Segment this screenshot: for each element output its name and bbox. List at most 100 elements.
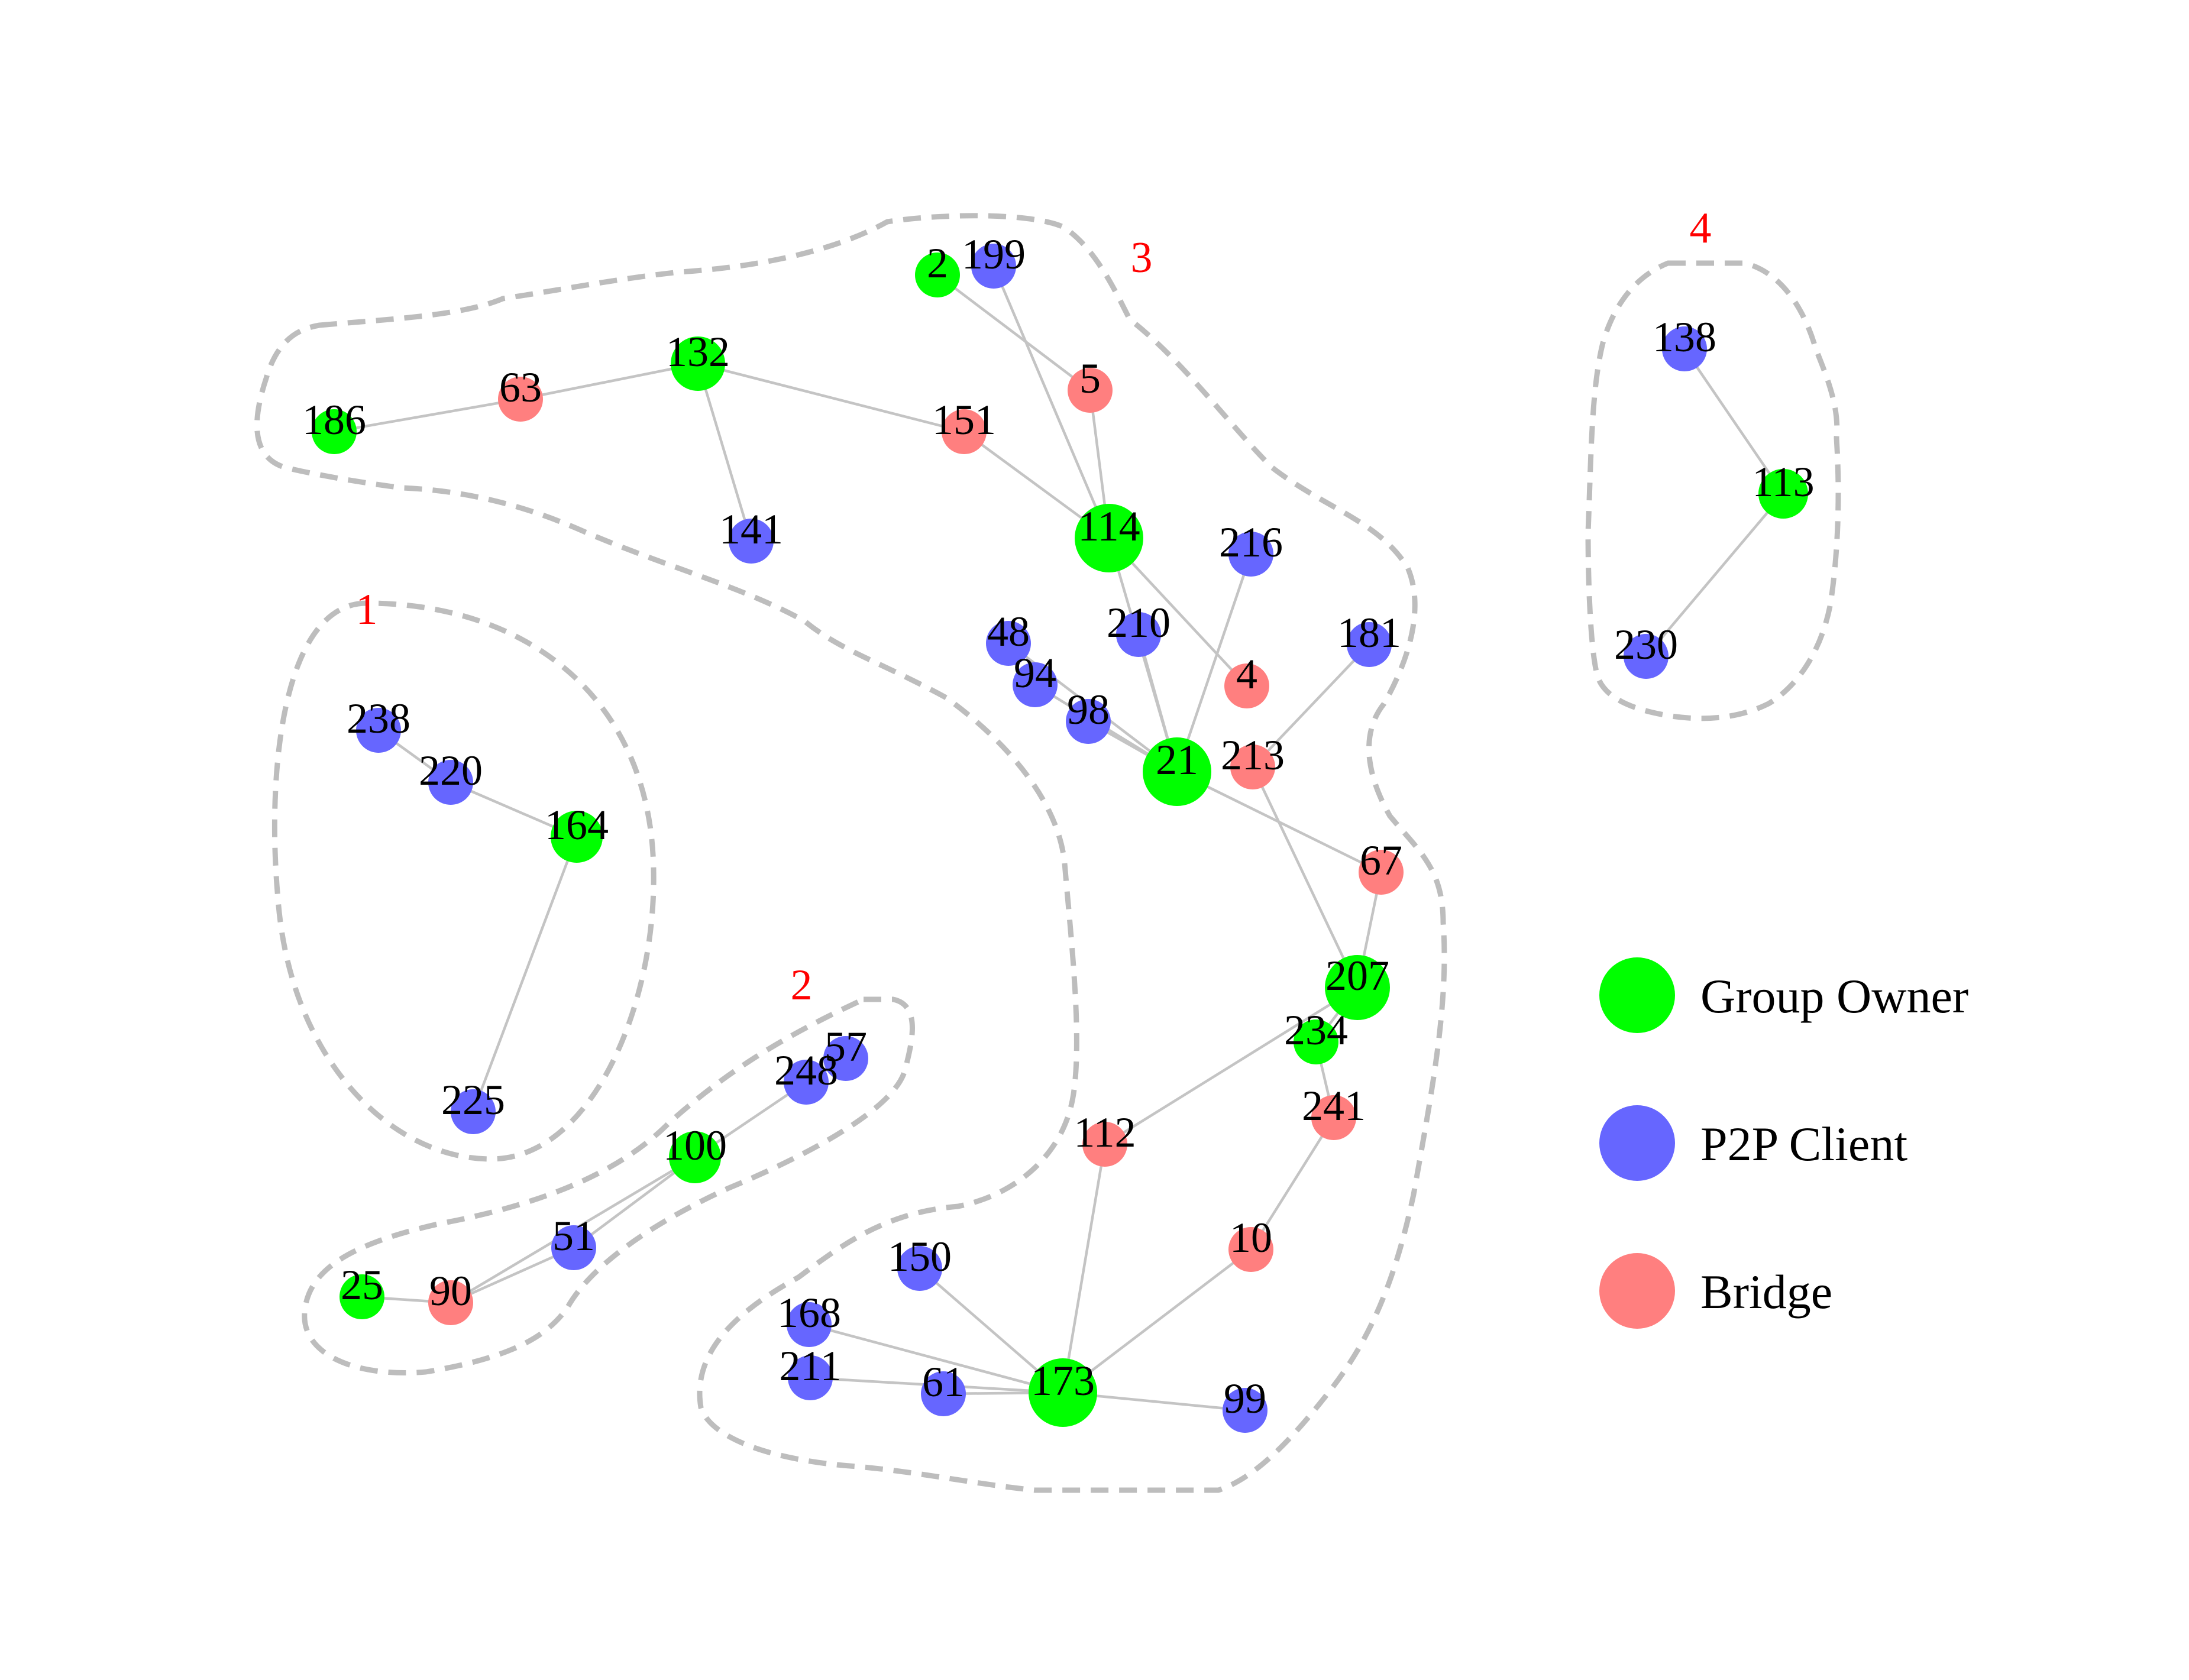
legend-swatch-bridge (1599, 1253, 1675, 1329)
node-circle-211 (788, 1355, 833, 1400)
node-label-168: 168 (777, 1289, 841, 1336)
node-label-57: 57 (824, 1023, 867, 1070)
node-circle-51 (551, 1225, 596, 1270)
node-210: 210 (1107, 599, 1171, 657)
node-circle-57 (823, 1036, 868, 1081)
edge-10-173 (1062, 1248, 1252, 1394)
node-circle-181 (1347, 622, 1392, 667)
node-circle-141 (729, 519, 774, 564)
legend-item-group-owner: Group Owner (1599, 957, 1968, 1033)
node-circle-2 (915, 253, 960, 297)
node-label-94: 94 (1014, 649, 1056, 697)
node-label-4: 4 (1236, 650, 1257, 698)
node-94: 94 (1013, 649, 1058, 707)
edge-113-230 (1645, 493, 1784, 658)
node-label-230: 230 (1614, 621, 1678, 668)
node-label-114: 114 (1078, 503, 1140, 550)
legend-label-bridge: Bridge (1700, 1265, 1832, 1319)
legend-label-group-owner: Group Owner (1700, 969, 1968, 1023)
edge-241-10 (1250, 1116, 1335, 1251)
node-label-132: 132 (666, 328, 730, 376)
node-238: 238 (347, 695, 410, 753)
node-98: 98 (1066, 686, 1111, 744)
edge-132-151 (697, 362, 965, 433)
node-label-150: 150 (888, 1233, 952, 1280)
node-230: 230 (1614, 621, 1678, 679)
node-label-164: 164 (545, 801, 609, 849)
node-241: 241 (1302, 1082, 1366, 1140)
edge-216-21 (1175, 553, 1253, 772)
node-173: 173 (1029, 1357, 1097, 1427)
node-138: 138 (1653, 313, 1716, 371)
node-10: 10 (1228, 1214, 1273, 1272)
group-label-2: 2 (791, 961, 813, 1009)
node-label-181: 181 (1337, 609, 1401, 656)
node-label-210: 210 (1107, 599, 1171, 646)
legend-label-p2p-client: P2P Client (1700, 1117, 1907, 1171)
node-5: 5 (1068, 355, 1113, 413)
node-216: 216 (1219, 519, 1283, 577)
edge-112-173 (1061, 1144, 1107, 1393)
node-114: 114 (1075, 503, 1143, 572)
node-211: 211 (779, 1342, 842, 1400)
node-25: 25 (339, 1261, 384, 1319)
node-circle-168 (787, 1302, 832, 1347)
node-circle-67 (1359, 850, 1404, 895)
node-213: 213 (1221, 731, 1285, 789)
group-hulls (254, 213, 1841, 1493)
node-circle-230 (1624, 634, 1669, 679)
node-circle-207 (1325, 955, 1390, 1020)
group-hull-1 (271, 600, 657, 1162)
node-label-48: 48 (987, 608, 1030, 655)
node-circle-164 (551, 811, 603, 863)
node-label-98: 98 (1067, 686, 1110, 733)
node-label-113: 113 (1752, 458, 1814, 506)
node-181: 181 (1337, 609, 1401, 667)
node-circle-4 (1224, 663, 1269, 708)
group-label-4: 4 (1690, 204, 1712, 253)
node-21: 21 (1143, 736, 1211, 806)
node-234: 234 (1284, 1006, 1348, 1064)
node-141: 141 (719, 506, 783, 564)
node-label-207: 207 (1325, 952, 1389, 999)
edge-213-207 (1251, 766, 1359, 988)
edge-186-63 (334, 397, 521, 433)
legend: Group Owner P2P Client Bridge (1599, 957, 1968, 1329)
node-circle-132 (671, 336, 725, 391)
node-circle-48 (986, 621, 1031, 666)
node-164: 164 (545, 801, 609, 863)
node-150: 150 (888, 1233, 952, 1291)
node-4: 4 (1224, 650, 1269, 708)
node-circle-94 (1013, 662, 1058, 707)
node-57: 57 (823, 1023, 868, 1081)
node-100: 100 (663, 1122, 727, 1183)
node-90: 90 (428, 1267, 473, 1325)
edge-138-113 (1683, 348, 1784, 495)
node-label-51: 51 (552, 1212, 595, 1260)
node-circle-248 (784, 1060, 829, 1105)
node-circle-234 (1294, 1019, 1338, 1064)
edge-181-213 (1252, 643, 1370, 768)
node-label-63: 63 (499, 364, 542, 411)
node-61: 61 (921, 1358, 966, 1416)
node-circle-210 (1116, 612, 1161, 657)
node-label-10: 10 (1230, 1214, 1272, 1261)
node-label-234: 234 (1284, 1006, 1348, 1054)
node-label-173: 173 (1031, 1357, 1095, 1404)
edge-164-225 (471, 836, 578, 1112)
node-label-112: 112 (1074, 1109, 1136, 1156)
node-circle-25 (339, 1274, 384, 1319)
group-hull-4 (1585, 260, 1841, 721)
edge-63-132 (520, 362, 699, 401)
edge-168-173 (809, 1323, 1063, 1394)
node-circle-99 (1223, 1388, 1268, 1433)
node-circle-113 (1758, 469, 1808, 519)
node-151: 151 (932, 396, 996, 454)
node-207: 207 (1325, 952, 1390, 1020)
node-circle-5 (1068, 368, 1113, 413)
node-circle-151 (942, 409, 987, 454)
node-132: 132 (666, 328, 730, 391)
group-label-3: 3 (1131, 234, 1153, 282)
